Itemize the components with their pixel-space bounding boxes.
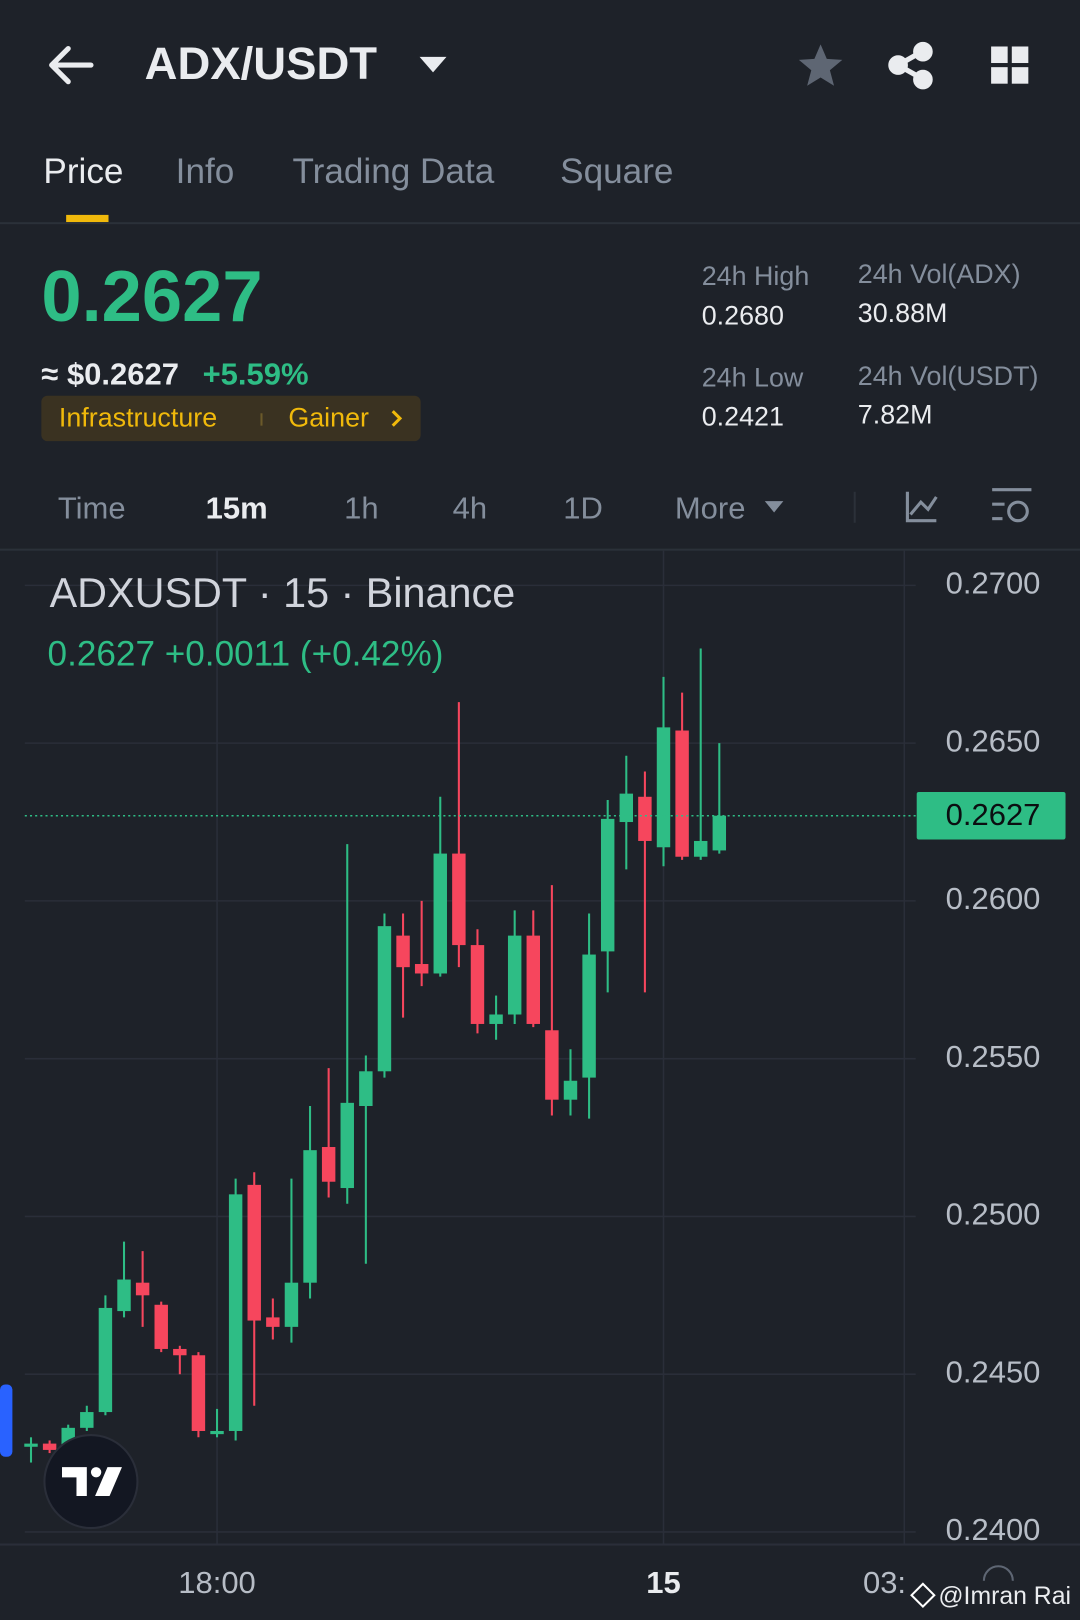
- settings-icon[interactable]: [982, 1565, 1014, 1581]
- candle-body: [117, 1279, 131, 1312]
- candle-body: [414, 964, 429, 974]
- candle-body: [228, 1194, 243, 1431]
- interval[interactable]: 1h: [344, 491, 378, 526]
- candle-body: [191, 1355, 206, 1431]
- x-tick-label: 03:: [863, 1565, 906, 1600]
- candle-body: [600, 818, 615, 952]
- interval[interactable]: 1D: [563, 491, 603, 526]
- candle-body: [619, 793, 634, 823]
- candle-body: [266, 1317, 280, 1327]
- stat-value: 0.2680: [702, 300, 784, 330]
- candle-body: [526, 935, 540, 1024]
- candle-body: [507, 935, 522, 1015]
- share-icon[interactable]: [888, 41, 933, 90]
- watermark: @Imran Rai: [938, 1583, 1071, 1610]
- y-tick-label: 0.2650: [946, 723, 1041, 758]
- candle-body: [470, 945, 485, 1024]
- back-button[interactable]: [49, 45, 94, 85]
- candle-body: [712, 815, 727, 851]
- candle-body: [563, 1080, 578, 1100]
- candle-body: [396, 935, 410, 968]
- tradingview-logo[interactable]: [43, 1434, 139, 1530]
- divider: [0, 548, 1080, 551]
- separator: [853, 491, 856, 523]
- candle-body: [80, 1412, 94, 1428]
- y-tick-label: 0.2700: [946, 566, 1041, 601]
- x-tick-label: 15: [646, 1565, 680, 1600]
- candle-body: [321, 1147, 336, 1182]
- chart-subtitle: 0.2627 +0.0011 (+0.42%): [48, 634, 444, 673]
- tag[interactable]: Gainer: [288, 403, 369, 433]
- interval[interactable]: 15m: [206, 491, 268, 526]
- candle-body: [135, 1282, 150, 1296]
- tab[interactable]: Square: [560, 152, 673, 191]
- tab[interactable]: Price: [43, 152, 123, 191]
- pair-title[interactable]: ADX/USDT: [145, 38, 378, 89]
- stat-value: 7.82M: [858, 399, 933, 429]
- tag[interactable]: Infrastructure: [59, 403, 217, 433]
- candle-body: [154, 1304, 168, 1349]
- candle-body: [340, 1102, 354, 1189]
- y-tick-label: 0.2450: [946, 1354, 1041, 1389]
- candle-body: [545, 1030, 559, 1100]
- candle-body: [284, 1282, 299, 1327]
- candle-body: [247, 1184, 261, 1321]
- stat-label: 24h High: [702, 261, 810, 291]
- interval[interactable]: Time: [58, 491, 126, 526]
- tab-indicator: [66, 214, 109, 223]
- candle-body: [693, 840, 708, 857]
- candle-body: [489, 1014, 503, 1024]
- tag-separator: [260, 413, 263, 426]
- candle-body: [303, 1150, 317, 1283]
- stat-value: 0.2421: [702, 402, 784, 432]
- chart: 0.2700 0.2650 0.2600 0.2550 0.2500 0.2450 0.24…: [0, 550, 1080, 1600]
- candle-body: [582, 954, 596, 1078]
- interval[interactable]: More: [675, 491, 746, 526]
- candle-body: [675, 730, 689, 857]
- settings-icon[interactable]: [992, 488, 1032, 523]
- candle-body: [210, 1430, 224, 1435]
- stat-label: 24h Vol(USDT): [858, 361, 1039, 391]
- chart-title: ADXUSDT · 15 · Binance: [50, 570, 516, 616]
- more-dropdown[interactable]: [764, 501, 784, 513]
- indicator-icon[interactable]: [905, 491, 938, 523]
- tab[interactable]: Trading Data: [292, 152, 494, 191]
- pair-dropdown[interactable]: [419, 56, 447, 73]
- y-tick-label: 0.2600: [946, 881, 1041, 916]
- side-tab[interactable]: [0, 1384, 13, 1457]
- candle-body: [42, 1443, 57, 1450]
- tag-box[interactable]: [41, 395, 421, 442]
- grid-icon[interactable]: [991, 46, 1029, 84]
- price-change: +5.59%: [203, 356, 309, 391]
- candle-body: [173, 1348, 187, 1356]
- x-tick-label: 18:00: [178, 1565, 256, 1600]
- tab[interactable]: Info: [176, 152, 235, 191]
- candle-body: [656, 727, 671, 848]
- candle-body: [638, 796, 652, 841]
- tag-chevron: [391, 410, 403, 427]
- candle-body: [98, 1307, 113, 1413]
- stat-label: 24h Vol(ADX): [858, 259, 1021, 289]
- candle-body: [24, 1443, 38, 1447]
- y-tick-label: 0.2500: [946, 1197, 1041, 1232]
- last-price: 0.2627: [41, 257, 262, 337]
- candle-body: [452, 853, 466, 946]
- watermark-logo: [910, 1582, 936, 1609]
- y-tick-label: 0.2550: [946, 1039, 1041, 1074]
- candle-body: [377, 926, 392, 1072]
- divider: [0, 222, 1080, 225]
- stat-value: 30.88M: [858, 298, 948, 328]
- last-price-label: 0.2627: [946, 797, 1041, 832]
- favorite-icon[interactable]: [798, 44, 843, 86]
- candle-body: [359, 1071, 373, 1106]
- interval[interactable]: 4h: [453, 491, 487, 526]
- last-price-box: [916, 791, 1066, 840]
- y-tick-label: 0.2400: [946, 1512, 1041, 1547]
- candle-body: [433, 853, 447, 974]
- fiat-price: ≈ $0.2627: [41, 356, 179, 391]
- stat-label: 24h Low: [702, 362, 804, 392]
